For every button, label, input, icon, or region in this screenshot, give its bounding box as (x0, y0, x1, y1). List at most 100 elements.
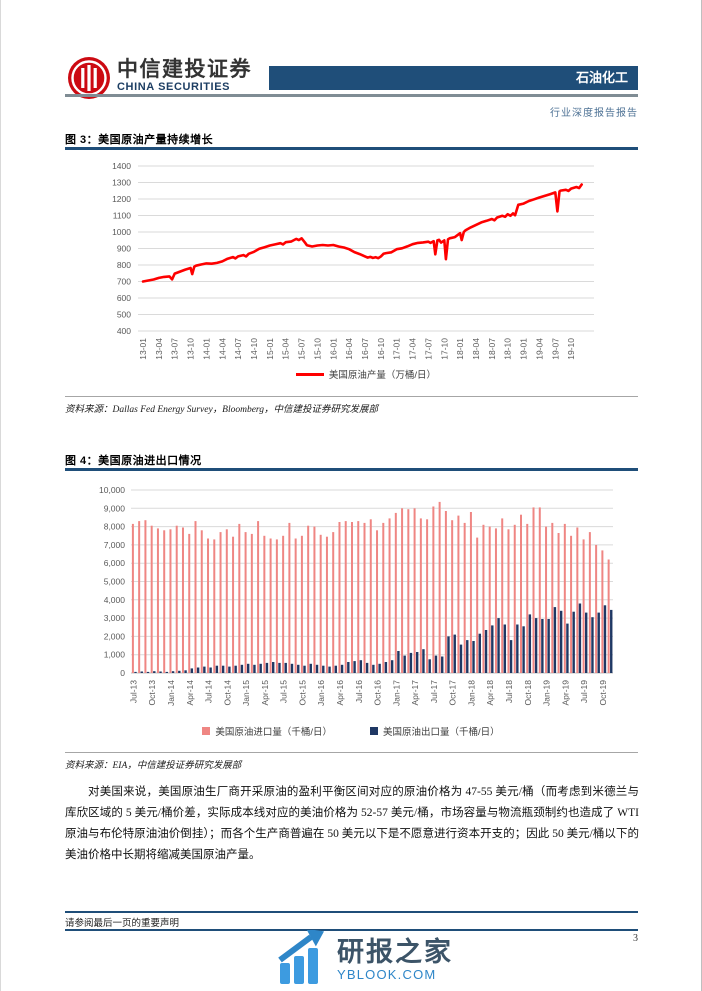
svg-text:19-10: 19-10 (566, 338, 576, 360)
svg-text:15-04: 15-04 (281, 338, 291, 360)
svg-text:14-04: 14-04 (217, 338, 227, 360)
svg-text:Jul-17: Jul-17 (429, 680, 439, 703)
brand-name-en: CHINA SECURITIES (117, 81, 231, 93)
brand-logo-icon (67, 56, 111, 100)
y-axis-labels: 400 500 600 700 800 900 1000 1100 1200 1300 1400 (112, 161, 131, 336)
svg-text:15-10: 15-10 (312, 338, 322, 360)
svg-text:Jul-14: Jul-14 (204, 680, 214, 703)
figure4-chart: 0 1,000 2,000 3,000 4,000 5,000 6,000 7,000 8,00… (61, 477, 641, 749)
brand-name-cn: 中信建投证券 (117, 58, 252, 81)
svg-text:5,000: 5,000 (104, 577, 126, 587)
svg-text:Jul-19: Jul-19 (579, 680, 589, 703)
watermark-chart-arrow-icon (277, 928, 329, 989)
gridlines (138, 165, 594, 332)
svg-text:14-10: 14-10 (249, 338, 259, 360)
svg-text:17-01: 17-01 (392, 338, 402, 360)
svg-text:1200: 1200 (112, 194, 131, 204)
svg-text:Apr-17: Apr-17 (410, 680, 420, 706)
svg-text:15-07: 15-07 (297, 338, 307, 360)
sector-tag-banner: 石油化工 (269, 66, 638, 90)
export-bars (134, 603, 613, 673)
x-axis-labels: Jul-13 Oct-13 Jan-14 Apr-14 Jul-14 Oct-14 Jan-… (128, 680, 607, 706)
svg-text:13-07: 13-07 (170, 338, 180, 360)
svg-text:16-04: 16-04 (344, 338, 354, 360)
svg-text:Jul-15: Jul-15 (279, 680, 289, 703)
svg-text:18-04: 18-04 (471, 338, 481, 360)
svg-text:3,000: 3,000 (104, 613, 126, 623)
svg-text:8,000: 8,000 (104, 522, 126, 532)
svg-text:Jan-19: Jan-19 (542, 680, 552, 706)
body-paragraph: 对美国来说，美国原油生厂商开采原油的盈利平衡区间对应的原油价格为 47-55 美… (65, 786, 639, 861)
svg-text:18-01: 18-01 (455, 338, 465, 360)
figure3-chart: 400 500 600 700 800 900 1000 1100 1200 1300 1400 13… (61, 156, 641, 394)
report-type-label: 行业深度报告报告 (550, 108, 638, 119)
figure3-source: 资料来源：Dallas Fed Energy Survey，Bloomberg，… (65, 396, 638, 415)
svg-text:1000: 1000 (112, 227, 131, 237)
figure4-title: 图 4：美国原油进出口情况 (65, 455, 202, 467)
footer-bottom-line (65, 929, 638, 931)
svg-text:500: 500 (117, 310, 131, 320)
svg-text:1400: 1400 (112, 161, 131, 171)
svg-text:1,000: 1,000 (104, 650, 126, 660)
svg-text:Jul-18: Jul-18 (504, 680, 514, 703)
svg-text:Oct-13: Oct-13 (147, 680, 157, 706)
figure4-title-underline (65, 468, 638, 471)
svg-text:15-01: 15-01 (265, 338, 275, 360)
svg-text:Oct-15: Oct-15 (297, 680, 307, 706)
figure4-legend: 美国原油进口量（千桶/日） 美国原油出口量（千桶/日） (61, 724, 641, 738)
svg-text:Apr-16: Apr-16 (335, 680, 345, 706)
svg-text:14-07: 14-07 (233, 338, 243, 360)
svg-text:700: 700 (117, 277, 131, 287)
svg-text:Apr-14: Apr-14 (185, 680, 195, 706)
line-series-label: 美国原油产量（万桶/日） (328, 370, 437, 381)
svg-text:Jan-17: Jan-17 (391, 680, 401, 706)
crude-import-export-bar-chart: 0 1,000 2,000 3,000 4,000 5,000 6,000 7,000 8,00… (99, 485, 613, 706)
footer-disclaimer: 请参阅最后一页的重要声明 (65, 919, 180, 929)
line-series-swatch (295, 372, 324, 376)
svg-text:Oct-18: Oct-18 (523, 680, 533, 706)
footer-top-line (65, 911, 638, 913)
svg-text:17-07: 17-07 (423, 338, 433, 360)
svg-text:16-01: 16-01 (328, 338, 338, 360)
svg-text:Jan-18: Jan-18 (466, 680, 476, 706)
export-legend-item: 美国原油出口量（千桶/日） (370, 724, 500, 738)
y-axis-labels: 0 1,000 2,000 3,000 4,000 5,000 6,000 7,000 8,00… (99, 485, 125, 678)
watermark-text: 研报之家 YBLOOK.COM (337, 937, 453, 982)
svg-text:16-07: 16-07 (360, 338, 370, 360)
import-bars (131, 501, 610, 674)
svg-text:Apr-19: Apr-19 (560, 680, 570, 706)
svg-text:16-10: 16-10 (376, 338, 386, 360)
svg-text:Jan-16: Jan-16 (316, 680, 326, 706)
svg-text:900: 900 (117, 244, 131, 254)
brand-block: 中信建投证券 CHINA SECURITIES (117, 58, 252, 94)
svg-text:18-07: 18-07 (487, 338, 497, 360)
figure3-title-underline (65, 147, 638, 150)
svg-text:Jul-16: Jul-16 (354, 680, 364, 703)
svg-text:2,000: 2,000 (104, 631, 126, 641)
export-series-label: 美国原油出口量（千桶/日） (383, 727, 500, 738)
svg-text:19-01: 19-01 (519, 338, 529, 360)
svg-text:6,000: 6,000 (104, 558, 126, 568)
production-series-line (141, 183, 584, 283)
watermark-name: 研报之家 (337, 937, 453, 967)
svg-text:600: 600 (117, 293, 131, 303)
svg-text:19-07: 19-07 (550, 338, 560, 360)
svg-text:13-01: 13-01 (138, 338, 148, 360)
svg-text:17-10: 17-10 (439, 338, 449, 360)
svg-text:4,000: 4,000 (104, 595, 126, 605)
watermark-site: YBLOOK.COM (337, 967, 437, 982)
svg-text:Oct-16: Oct-16 (373, 680, 383, 706)
watermark: 研报之家 YBLOOK.COM (277, 928, 453, 989)
page-number: 3 (633, 933, 638, 944)
svg-text:10,000: 10,000 (99, 485, 125, 495)
svg-text:1300: 1300 (112, 178, 131, 188)
svg-text:7,000: 7,000 (104, 540, 126, 550)
svg-text:Jan-15: Jan-15 (241, 680, 251, 706)
svg-text:400: 400 (117, 326, 131, 336)
figure3-legend: 美国原油产量（万桶/日） (91, 367, 641, 381)
svg-text:800: 800 (117, 260, 131, 270)
svg-text:0: 0 (120, 668, 125, 678)
import-series-label: 美国原油进口量（千桶/日） (215, 727, 332, 738)
svg-text:17-04: 17-04 (408, 338, 418, 360)
svg-text:18-10: 18-10 (503, 338, 513, 360)
